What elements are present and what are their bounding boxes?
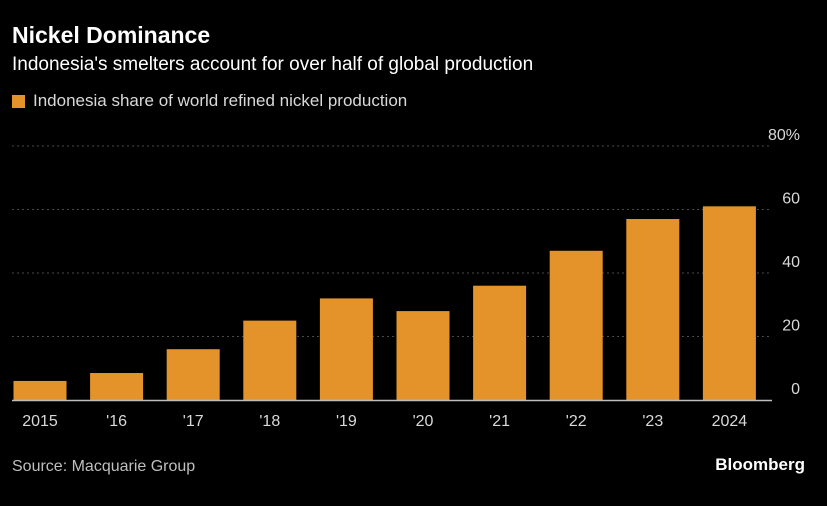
x-tick-label: 2024	[712, 413, 748, 430]
y-tick-label: 80%	[768, 127, 800, 144]
bar	[166, 349, 220, 400]
chart-subtitle: Indonesia's smelters account for over ha…	[12, 54, 534, 75]
legend-swatch	[12, 94, 25, 108]
x-tick-label: '22	[566, 413, 587, 430]
x-tick-label: '18	[259, 413, 280, 430]
bloomberg-logo: Bloomberg	[715, 455, 805, 474]
gridlines	[12, 145, 772, 337]
y-tick-label: 0	[791, 381, 800, 398]
x-tick-label: '21	[489, 413, 510, 430]
x-tick-label: '20	[413, 413, 434, 430]
x-tick-label: '23	[642, 413, 663, 430]
legend-label: Indonesia share of world refined nickel …	[33, 91, 408, 110]
source-note: Source: Macquarie Group	[12, 458, 196, 475]
bars	[13, 206, 756, 400]
bar	[549, 250, 603, 400]
bar	[396, 311, 450, 400]
bar	[702, 206, 756, 400]
axes: 0 20 40 60 80% 2015 '16 '17 '18 '19 '20 '21 '22 '23 20…	[12, 127, 800, 430]
bar	[626, 219, 680, 400]
bar	[319, 298, 373, 400]
bar	[90, 373, 144, 400]
y-tick-label: 20	[782, 318, 800, 335]
x-tick-label: '17	[183, 413, 204, 430]
chart-title: Nickel Dominance	[12, 22, 211, 48]
x-tick-label: '16	[106, 413, 127, 430]
legend: Indonesia share of world refined nickel …	[12, 91, 407, 111]
x-tick-label: 2015	[22, 413, 58, 430]
bar	[243, 320, 297, 400]
x-tick-label: '19	[336, 413, 357, 430]
y-tick-label: 60	[782, 191, 800, 208]
y-tick-label: 40	[782, 254, 800, 271]
bar	[13, 380, 67, 400]
bar	[473, 285, 527, 400]
